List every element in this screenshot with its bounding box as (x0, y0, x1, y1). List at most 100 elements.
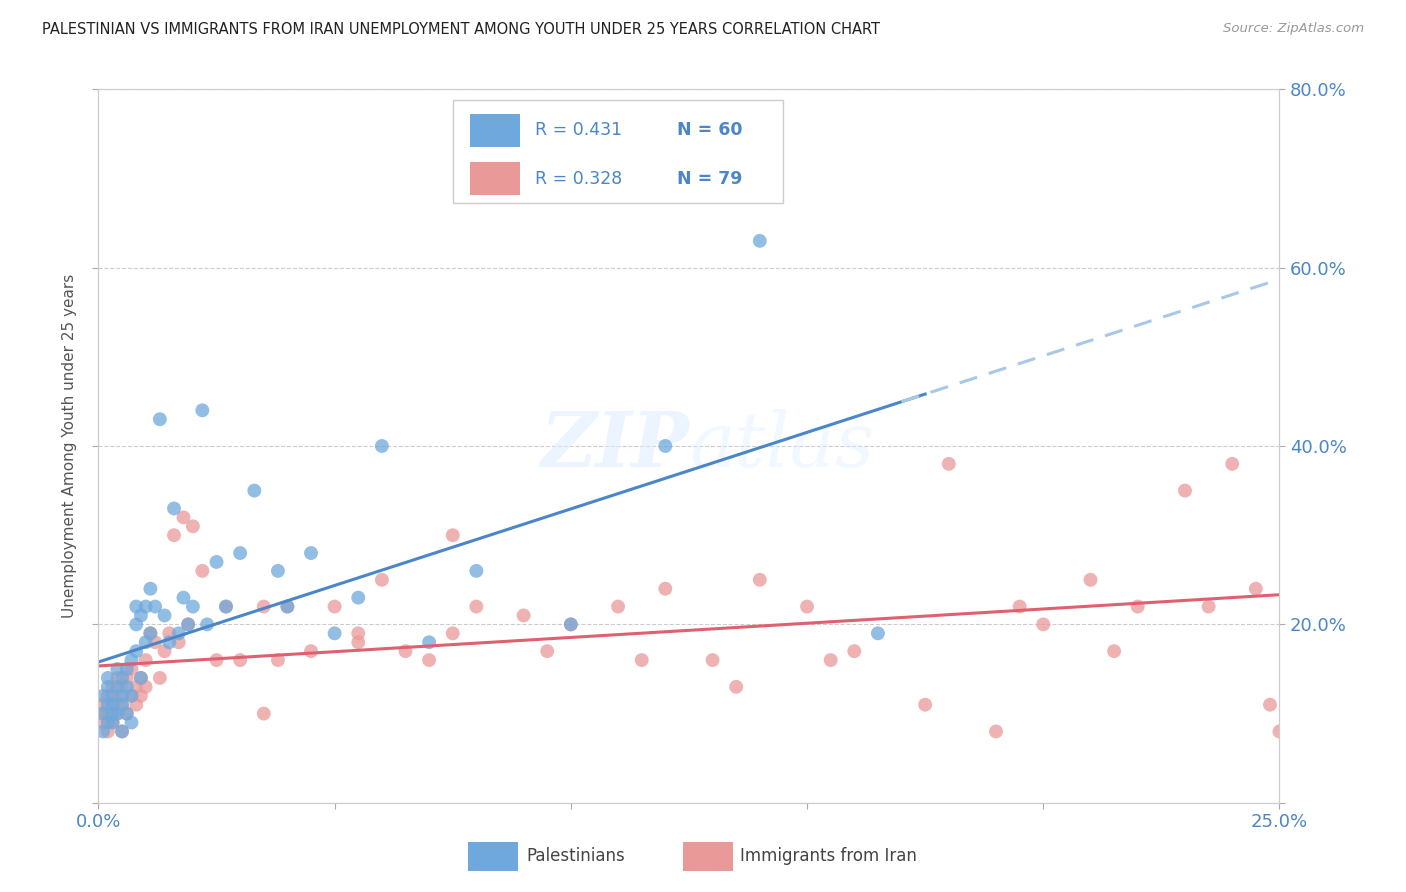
Text: ZIP: ZIP (540, 409, 689, 483)
Point (276, 599, 298, 614)
Point (1268, 724, 1291, 739)
Point (157, 635, 180, 649)
Text: Source: ZipAtlas.com: Source: ZipAtlas.com (1223, 22, 1364, 36)
Point (167, 635, 190, 649)
Point (101, 680, 124, 694)
Point (229, 653, 252, 667)
Point (253, 599, 276, 614)
Point (276, 599, 298, 614)
Text: R = 0.328: R = 0.328 (536, 169, 623, 187)
Point (97, 689, 120, 703)
Point (844, 644, 866, 658)
Point (654, 582, 676, 596)
Point (111, 671, 134, 685)
Point (195, 617, 218, 632)
Point (607, 599, 630, 614)
Point (101, 689, 124, 703)
Text: PALESTINIAN VS IMMIGRANTS FROM IRAN UNEMPLOYMENT AMONG YOUTH UNDER 25 YEARS CORR: PALESTINIAN VS IMMIGRANTS FROM IRAN UNEM… (42, 22, 880, 37)
Point (111, 698, 134, 712)
FancyBboxPatch shape (468, 842, 517, 871)
Point (512, 608, 534, 623)
Point (177, 617, 200, 632)
Point (139, 626, 162, 640)
Point (725, 680, 748, 694)
Point (167, 626, 190, 640)
Point (111, 724, 134, 739)
Text: atlas: atlas (689, 409, 875, 483)
Point (105, 689, 128, 703)
Point (418, 653, 440, 667)
Text: Palestinians: Palestinians (526, 847, 624, 865)
Point (111, 689, 134, 703)
Point (267, 653, 290, 667)
Point (97, 706, 120, 721)
Point (91, 715, 114, 730)
Point (465, 564, 488, 578)
FancyBboxPatch shape (471, 114, 520, 147)
Point (111, 724, 134, 739)
Point (91, 689, 114, 703)
Point (105, 671, 128, 685)
Point (153, 608, 176, 623)
Point (702, 653, 724, 667)
Point (97, 715, 120, 730)
Point (418, 635, 440, 649)
Point (129, 689, 152, 703)
Point (177, 617, 200, 632)
Point (135, 635, 157, 649)
Point (143, 635, 166, 649)
Point (181, 519, 204, 533)
Point (129, 671, 152, 685)
Point (299, 644, 322, 658)
Point (243, 483, 266, 498)
Point (371, 573, 394, 587)
Point (866, 626, 889, 640)
Point (191, 403, 214, 417)
Point (1244, 582, 1267, 596)
Point (129, 671, 152, 685)
Point (111, 698, 134, 712)
Point (105, 680, 128, 694)
Point (97, 680, 120, 694)
Point (536, 644, 558, 658)
Point (323, 599, 346, 614)
Text: N = 60: N = 60 (678, 121, 742, 139)
Point (115, 662, 138, 676)
Point (157, 626, 180, 640)
Point (796, 599, 818, 614)
Point (215, 599, 238, 614)
Point (820, 653, 842, 667)
Point (1126, 599, 1149, 614)
Point (153, 644, 176, 658)
Point (101, 715, 124, 730)
Point (323, 626, 346, 640)
Point (143, 599, 166, 614)
Point (139, 582, 162, 596)
Point (191, 564, 214, 578)
Point (560, 617, 582, 632)
Y-axis label: Unemployment Among Youth under 25 years: Unemployment Among Youth under 25 years (62, 274, 77, 618)
Text: R = 0.431: R = 0.431 (536, 121, 623, 139)
Point (97, 698, 120, 712)
Point (1080, 573, 1102, 587)
Point (630, 653, 652, 667)
Point (125, 599, 148, 614)
Point (91, 706, 114, 721)
Point (205, 653, 228, 667)
Point (347, 591, 370, 605)
Point (299, 546, 322, 560)
FancyBboxPatch shape (683, 842, 733, 871)
Point (125, 617, 148, 632)
Point (97, 724, 120, 739)
Point (205, 555, 228, 569)
Point (215, 599, 238, 614)
Point (101, 698, 124, 712)
Point (984, 724, 1007, 739)
Point (121, 653, 143, 667)
Point (1198, 599, 1220, 614)
Point (1032, 617, 1054, 632)
Point (748, 573, 770, 587)
Point (1008, 599, 1031, 614)
Point (125, 698, 148, 712)
Point (654, 439, 676, 453)
